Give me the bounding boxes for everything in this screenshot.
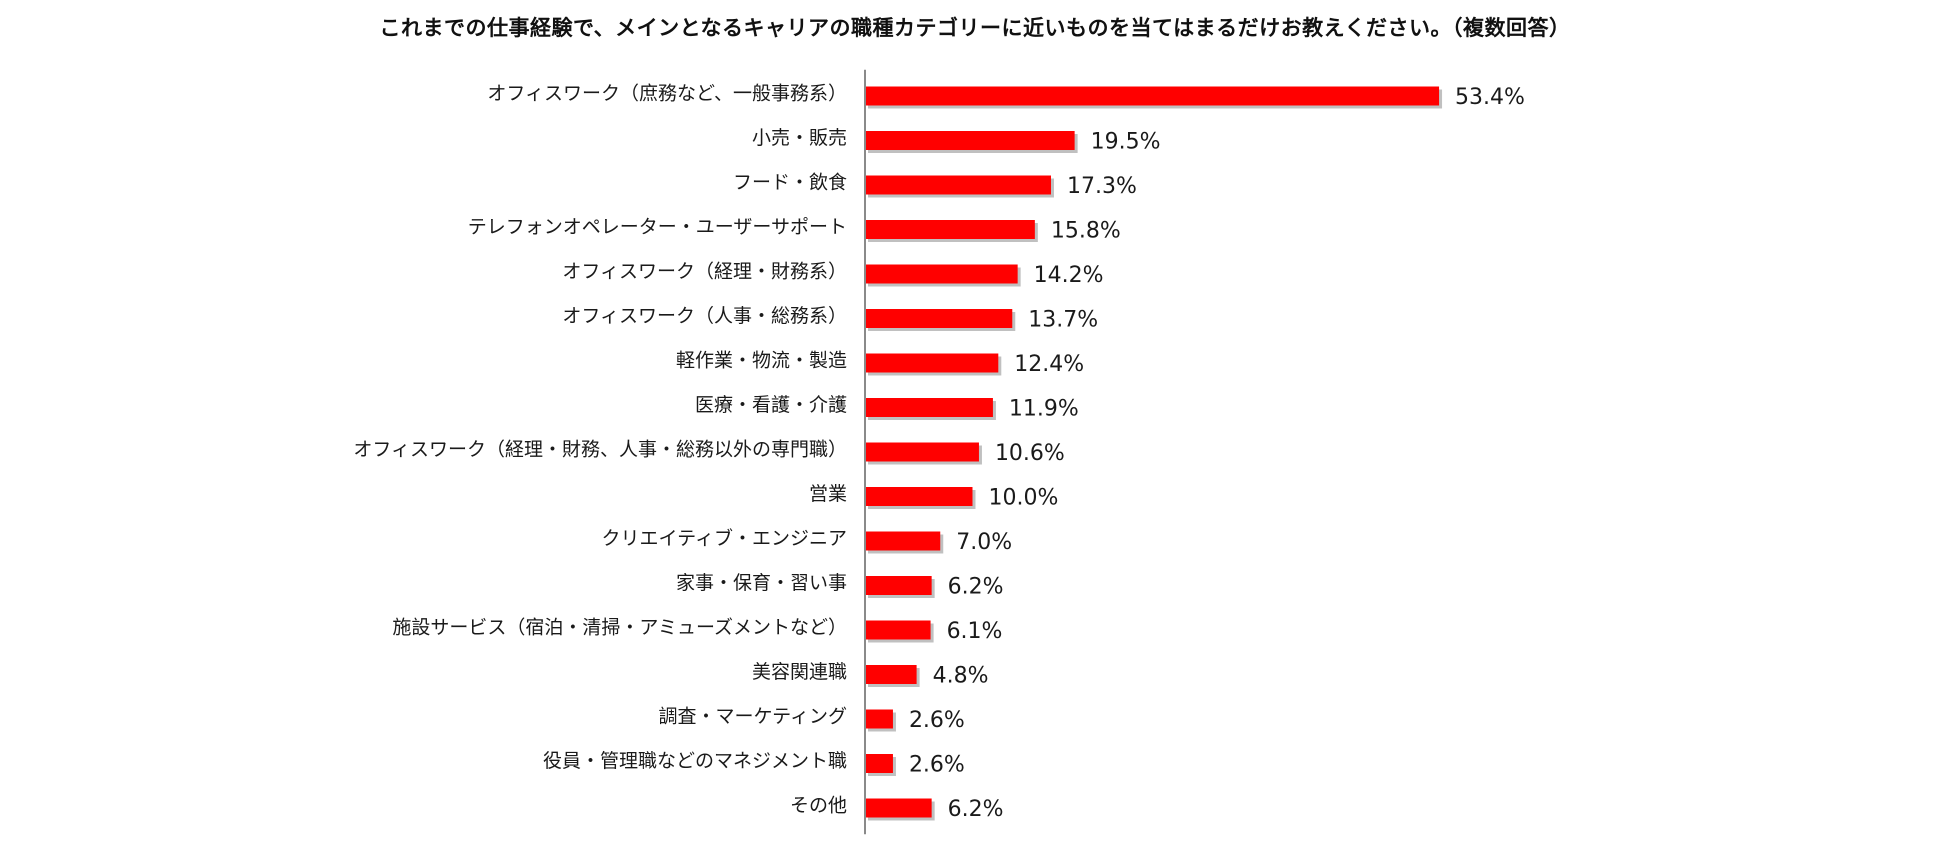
bar — [865, 398, 993, 417]
category-label: オフィスワーク（人事・総務系） — [562, 305, 847, 327]
value-label: 15.8% — [1051, 219, 1121, 244]
value-label: 6.2% — [948, 575, 1004, 600]
category-label: 美容関連職 — [752, 661, 847, 683]
category-label: テレフォンオペレーター・ユーザーサポート — [468, 216, 847, 238]
value-label: 13.7% — [1028, 308, 1098, 333]
bar — [865, 353, 999, 373]
value-label: 6.2% — [948, 797, 1004, 822]
value-label: 4.8% — [933, 664, 989, 689]
value-labels: 53.4% 19.5% 17.3% 15.8% 14.2% 13.7% 12.4% 11.9%… — [909, 85, 1525, 822]
bar — [865, 709, 893, 729]
category-label: オフィスワーク（経理・財務系） — [562, 261, 847, 283]
bar — [865, 86, 1440, 106]
category-labels: オフィスワーク（庶務など、一般事務系） 小売・販売フード・飲食テレフォンオペレータ… — [353, 83, 847, 817]
bar — [865, 576, 932, 595]
category-label: 家事・保育・習い事 — [676, 572, 847, 594]
value-label: 53.4% — [1455, 85, 1525, 110]
category-label: クリエイティブ・エンジニア — [602, 527, 847, 550]
category-label: 軽作業・物流・製造 — [676, 350, 847, 372]
category-label: オフィスワーク（庶務など、一般事務系） — [487, 83, 847, 105]
value-label: 10.0% — [989, 486, 1059, 511]
value-label: 2.6% — [909, 708, 965, 733]
bar — [865, 131, 1075, 150]
value-label: 10.6% — [995, 441, 1065, 466]
bar — [865, 309, 1013, 328]
chart-title: これまでの仕事経験で、メインとなるキャリアの職種カテゴリーに近いものを当てはまる… — [379, 16, 1571, 40]
category-label: 医療・看護・介護 — [695, 394, 847, 416]
category-label: 役員・管理職などのマネジメント職 — [543, 750, 847, 772]
value-label: 6.1% — [947, 619, 1003, 644]
category-label: フード・飲食 — [733, 172, 847, 194]
bar — [865, 487, 973, 506]
value-label: 17.3% — [1067, 174, 1137, 199]
bar — [865, 665, 917, 684]
bar — [865, 754, 893, 773]
bar — [865, 620, 931, 640]
category-label: 施設サービス（宿泊・清掃・アミューズメントなど） — [392, 617, 847, 639]
bar — [865, 798, 932, 818]
bar — [865, 442, 979, 462]
category-label: その他 — [790, 795, 847, 817]
bar — [865, 175, 1051, 195]
value-label: 7.0% — [956, 530, 1012, 555]
bars-layer — [865, 86, 1443, 821]
bar — [865, 531, 941, 551]
category-label: 営業 — [809, 483, 847, 505]
category-label: 調査・マーケティング — [659, 706, 847, 728]
value-label: 12.4% — [1014, 352, 1084, 377]
bar — [865, 264, 1018, 284]
value-label: 2.6% — [909, 753, 965, 778]
category-label: オフィスワーク（経理・財務、人事・総務以外の専門職） — [353, 439, 847, 461]
value-label: 11.9% — [1009, 397, 1079, 422]
value-label: 14.2% — [1034, 263, 1104, 288]
value-label: 19.5% — [1091, 130, 1161, 155]
category-label: 小売・販売 — [752, 127, 847, 149]
bar — [865, 220, 1035, 239]
